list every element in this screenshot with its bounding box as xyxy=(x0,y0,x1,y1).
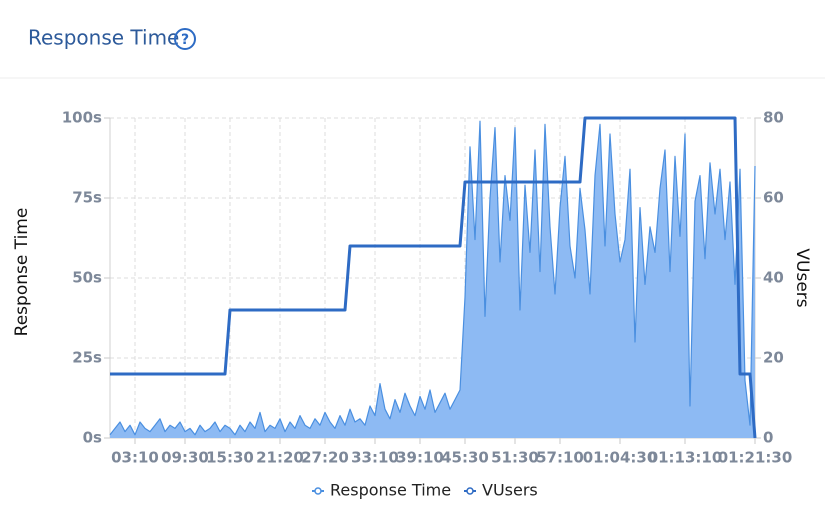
card-title: Response Time xyxy=(28,26,179,50)
y-tick-label: 100s xyxy=(62,109,102,127)
x-tick-label: 01:13:10 xyxy=(648,449,723,467)
x-tick-label: 01:04:30 xyxy=(583,449,658,467)
y-tick-label: 25s xyxy=(72,349,102,367)
y-axis-label: Response Time xyxy=(12,208,32,337)
x-tick-label: 21:20 xyxy=(256,449,304,467)
y2-tick-label: 80 xyxy=(763,109,784,127)
x-tick-label: 33:10 xyxy=(351,449,399,467)
x-tick-label: 09:30 xyxy=(161,449,209,467)
x-tick-label: 57:10 xyxy=(536,449,584,467)
x-tick-label: 15:30 xyxy=(206,449,254,467)
help-icon[interactable] xyxy=(174,28,196,50)
legend-marker xyxy=(466,487,474,495)
y2-tick-label: 20 xyxy=(763,349,784,367)
y-tick-label: 50s xyxy=(72,269,102,287)
x-tick-label: 51:30 xyxy=(491,449,539,467)
y2-tick-label: 60 xyxy=(763,189,784,207)
x-tick-label: 01:21:30 xyxy=(718,449,793,467)
x-tick-label: 27:20 xyxy=(301,449,349,467)
legend-label[interactable]: VUsers xyxy=(482,481,538,500)
x-tick-label: 45:30 xyxy=(441,449,489,467)
help-icon-text[interactable]: ? xyxy=(181,32,189,48)
y2-axis-label: VUsers xyxy=(792,248,812,307)
x-tick-label: 03:10 xyxy=(111,449,159,467)
y-tick-label: 75s xyxy=(72,189,102,207)
legend-label[interactable]: Response Time xyxy=(330,481,451,500)
y-tick-label: 0s xyxy=(83,429,102,447)
legend-marker xyxy=(314,487,322,495)
x-tick-label: 39:10 xyxy=(396,449,444,467)
vusers-line xyxy=(110,116,757,439)
y2-tick-label: 0 xyxy=(763,429,773,447)
area xyxy=(110,121,755,438)
y2-tick-label: 40 xyxy=(763,269,784,287)
response-line xyxy=(109,120,756,436)
